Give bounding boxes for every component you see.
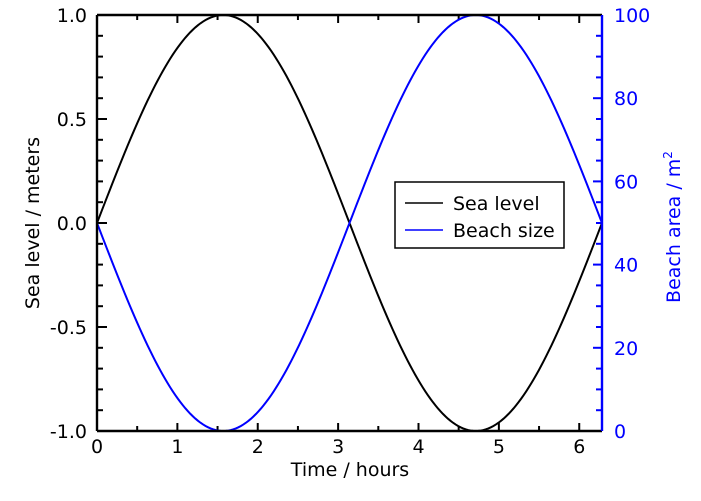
legend-box (394, 181, 565, 249)
x-tick-label: 2 (252, 436, 264, 458)
y2-tick-label: 100 (614, 5, 650, 27)
x-axis-label: Time / hours (290, 459, 409, 481)
y2-tick-label: 40 (614, 255, 638, 277)
x-tick-label: 4 (412, 436, 424, 458)
x-tick-label: 6 (573, 436, 585, 458)
y-axis-label: Sea level / meters (22, 137, 44, 309)
y-tick-label: -0.5 (50, 317, 87, 339)
y-tick-label: 0.5 (57, 109, 87, 131)
series-beach-size-line (96, 13, 603, 433)
y2-tick-label: 60 (614, 171, 638, 193)
y2-axis-label-superscript: 2 (661, 151, 675, 159)
y-tick-label: 0.0 (57, 213, 87, 235)
y-tick-label: 1.0 (57, 5, 87, 27)
y2-tick-label: 0 (614, 421, 626, 443)
x-tick-label: 1 (171, 436, 183, 458)
y2-tick-label: 80 (614, 88, 638, 110)
svg-text:Beach area / m2: Beach area / m2 (661, 151, 685, 303)
legend: Sea level Beach size (394, 181, 565, 249)
legend-label-beach-size: Beach size (453, 220, 555, 242)
x-tick-label: 0 (91, 436, 103, 458)
x-tick-label: 5 (493, 436, 505, 458)
y2-axis-label-group: Beach area / m2 (661, 151, 685, 303)
right-y-axis-ticks: 0 20 40 60 80 100 (593, 5, 650, 443)
x-tick-label: 3 (332, 436, 344, 458)
y2-axis-label: Beach area / m (663, 159, 685, 303)
legend-label-sea-level: Sea level (453, 193, 540, 215)
plot-series (96, 13, 603, 433)
y2-tick-label: 20 (614, 338, 638, 360)
y-tick-label: -1.0 (50, 421, 87, 443)
